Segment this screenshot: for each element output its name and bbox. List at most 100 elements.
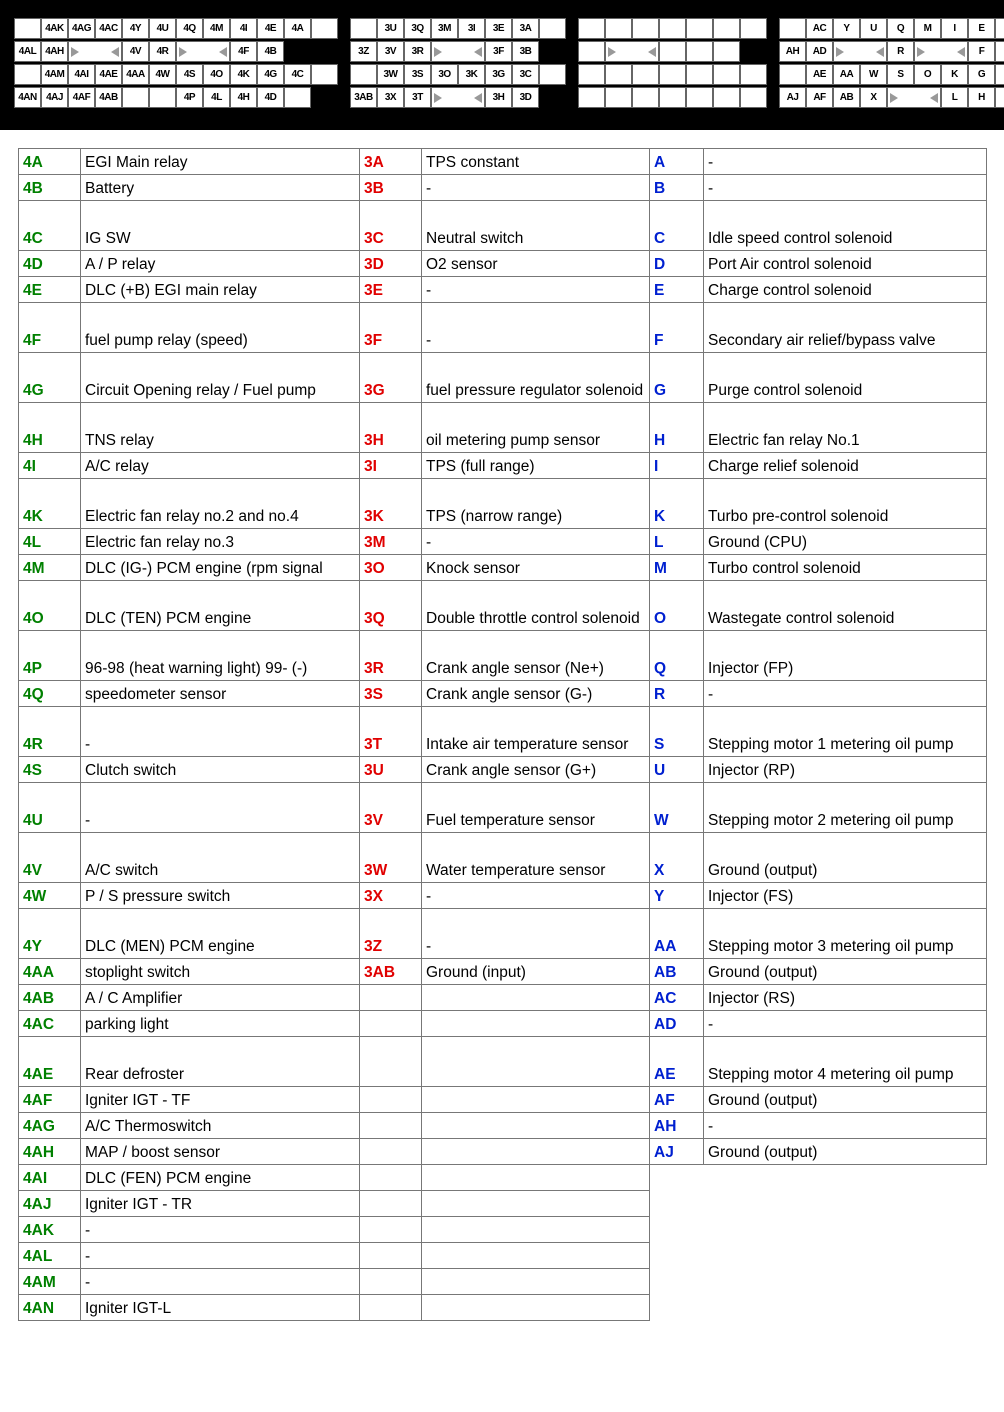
pin-blank [350, 18, 377, 39]
table-row: 4ABA / C AmplifierACInjector (RS) [19, 985, 987, 1011]
table-row: 4HTNS relay3Hoil metering pump sensorHEl… [19, 403, 987, 453]
code-4: 4O [19, 581, 81, 631]
pin-3O: 3O [431, 64, 458, 85]
desc-3: Intake air temperature sensor [422, 707, 650, 757]
desc-4: - [81, 1217, 360, 1243]
pin-AC: AC [806, 18, 833, 39]
table-row: 4AJIgniter IGT - TR [19, 1191, 987, 1217]
desc-1: Ground (CPU) [704, 529, 987, 555]
pin-blank [740, 18, 767, 39]
pin-E: E [968, 18, 995, 39]
code-1: AA [650, 909, 704, 959]
pin-M: M [914, 18, 941, 39]
pin-L: L [941, 87, 968, 108]
desc-3: Double throttle control solenoid [422, 581, 650, 631]
desc-3: Neutral switch [422, 201, 650, 251]
code-3 [360, 1139, 422, 1165]
desc-3 [422, 1139, 650, 1165]
pin-KEY [431, 41, 485, 62]
desc-1: Injector (FP) [704, 631, 987, 681]
code-3: 3V [360, 783, 422, 833]
pin-4G: 4G [257, 64, 284, 85]
desc-3 [422, 1011, 650, 1037]
table-row: 4AM- [19, 1269, 987, 1295]
code-4: 4AG [19, 1113, 81, 1139]
desc-3: Crank angle sensor (Ne+) [422, 631, 650, 681]
code-1: G [650, 353, 704, 403]
code-3 [360, 1087, 422, 1113]
code-3: 3K [360, 479, 422, 529]
code-3: 3S [360, 681, 422, 707]
pin-KEY [605, 41, 659, 62]
code-4: 4AE [19, 1037, 81, 1087]
pin-U: U [860, 18, 887, 39]
desc-4: A / C Amplifier [81, 985, 360, 1011]
code-3: 3H [360, 403, 422, 453]
pin-4B: 4B [257, 41, 284, 62]
code-1: A [650, 149, 704, 175]
code-4: 4AK [19, 1217, 81, 1243]
pin-A: A [995, 18, 1004, 39]
pin-blank [740, 87, 767, 108]
desc-3: - [422, 277, 650, 303]
desc-4: DLC (MEN) PCM engine [81, 909, 360, 959]
pin-Y: Y [833, 18, 860, 39]
pin-4M: 4M [203, 18, 230, 39]
code-4: 4C [19, 201, 81, 251]
pin-KEY [176, 41, 230, 62]
pin-KEY [431, 87, 485, 108]
code-3: 3M [360, 529, 422, 555]
desc-3 [422, 985, 650, 1011]
code-1: M [650, 555, 704, 581]
code-1: C [650, 201, 704, 251]
pin-4AG: 4AG [68, 18, 95, 39]
table-row: 4AK- [19, 1217, 987, 1243]
pin-blank [578, 41, 605, 62]
desc-4: IG SW [81, 201, 360, 251]
code-4: 4AF [19, 1087, 81, 1113]
table-row: 4CIG SW3CNeutral switchCIdle speed contr… [19, 201, 987, 251]
pin-O: O [914, 64, 941, 85]
desc-4: A/C switch [81, 833, 360, 883]
code-3: 3AB [360, 959, 422, 985]
code-3: 3Q [360, 581, 422, 631]
desc-3: - [422, 175, 650, 201]
pin-blank [284, 87, 311, 108]
code-4: 4U [19, 783, 81, 833]
code-1: F [650, 303, 704, 353]
pin-4O: 4O [203, 64, 230, 85]
code-4: 4V [19, 833, 81, 883]
table-row: 4BBattery3B-B- [19, 175, 987, 201]
pin-3M: 3M [431, 18, 458, 39]
table-row: 4ANIgniter IGT-L [19, 1295, 987, 1321]
desc-4: DLC (TEN) PCM engine [81, 581, 360, 631]
code-1: D [650, 251, 704, 277]
code-4: 4H [19, 403, 81, 453]
table-row: 4AHMAP / boost sensorAJGround (output) [19, 1139, 987, 1165]
desc-4: A/C Thermoswitch [81, 1113, 360, 1139]
code-1: AH [650, 1113, 704, 1139]
pin-blank [539, 64, 566, 85]
pin-D: D [995, 87, 1004, 108]
desc-1: Injector (RS) [704, 985, 987, 1011]
pin-3C: 3C [512, 64, 539, 85]
pin-blank [659, 64, 686, 85]
pin-B: B [995, 41, 1004, 62]
pin-blank [686, 18, 713, 39]
desc-1: Secondary air relief/bypass valve [704, 303, 987, 353]
desc-1: Stepping motor 1 metering oil pump [704, 707, 987, 757]
code-4: 4AL [19, 1243, 81, 1269]
pin-4P: 4P [176, 87, 203, 108]
pin-KEY [914, 41, 968, 62]
desc-3 [422, 1191, 650, 1217]
desc-1: Stepping motor 3 metering oil pump [704, 909, 987, 959]
desc-1: - [704, 175, 987, 201]
pin-3E: 3E [485, 18, 512, 39]
pin-4K: 4K [230, 64, 257, 85]
table-row: 4Qspeedometer sensor3SCrank angle sensor… [19, 681, 987, 707]
pin-blank [578, 87, 605, 108]
desc-3: O2 sensor [422, 251, 650, 277]
pin-3K: 3K [458, 64, 485, 85]
pin-4R: 4R [149, 41, 176, 62]
code-3 [360, 1217, 422, 1243]
